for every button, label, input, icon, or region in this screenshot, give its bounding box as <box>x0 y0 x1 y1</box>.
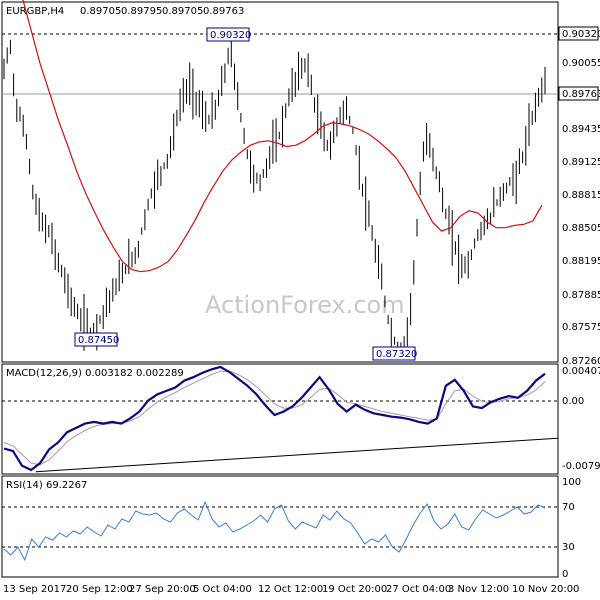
watermark: ActionForex.com <box>205 291 405 319</box>
moving-average-line <box>22 0 543 273</box>
price-tick-label: 0.88505 <box>562 223 600 234</box>
time-tick-label: 13 Sep 2017 <box>3 584 66 595</box>
macd-title: MACD(12,26,9) 0.003182 0.002289 <box>6 368 184 379</box>
price-tick-label: 0.89435 <box>562 124 600 135</box>
macd-line <box>3 365 546 472</box>
rsi-tick-label: 30 <box>562 542 575 553</box>
macd-trendline <box>35 437 559 473</box>
time-tick-label: 10 Nov 20:00 <box>512 584 579 595</box>
price-axis: 0.90320 0.90055 0.89763 0.89435 0.89125 … <box>558 26 600 367</box>
price-tick-label: 0.87575 <box>562 322 600 333</box>
low-label-0: 0.87450 <box>74 332 119 347</box>
rsi-pane-frame <box>1 475 559 578</box>
macd-pane-frame <box>1 363 559 475</box>
low-label-1: 0.87320 <box>372 346 417 361</box>
svg-text:0.87450: 0.87450 <box>78 335 119 346</box>
current-price-tag <box>558 86 599 101</box>
price-tick-label: 0.90055 <box>562 58 600 69</box>
ohlc-close: 0.89763 <box>203 6 244 17</box>
time-tick-label: 27 Oct 04:00 <box>386 584 451 595</box>
ohlc-high: 0.89795 <box>121 6 162 17</box>
current-price-label: 0.89763 <box>562 89 600 100</box>
price-tick-label: 0.87885 <box>562 290 600 301</box>
price-tick-label: 0.88815 <box>562 190 600 201</box>
time-tick-label: 19 Oct 20:00 <box>322 584 387 595</box>
rsi-line <box>3 500 546 562</box>
time-axis: 13 Sep 2017 20 Sep 12:00 27 Sep 20:00 5 … <box>3 584 579 595</box>
time-tick-label: 12 Oct 12:00 <box>258 584 323 595</box>
price-pane-frame <box>1 1 559 363</box>
time-tick-label: 3 Nov 12:00 <box>448 584 509 595</box>
rsi-tick-label: 100 <box>562 477 581 488</box>
high-label: 0.90320 <box>206 27 251 42</box>
svg-text:0.90320: 0.90320 <box>210 30 251 41</box>
price-tick-label: 0.90320 <box>562 29 600 40</box>
macd-pane: MACD(12,26,9) 0.003182 0.002289 0.004076… <box>1 363 600 475</box>
price-tick-label: 0.88195 <box>562 256 600 267</box>
resistance-tag <box>558 26 599 41</box>
time-tick-label: 27 Sep 20:00 <box>129 584 196 595</box>
ohlc-low: 0.89705 <box>162 6 203 17</box>
rsi-pane: RSI(14) 69.2267 100 70 30 0 <box>1 475 581 580</box>
macd-tick-label: 0.004076 <box>562 366 600 377</box>
macd-tick-label: 0.00 <box>562 396 584 407</box>
rsi-tick-label: 0 <box>562 569 568 580</box>
macd-tick-label: -0.007956 <box>562 461 600 472</box>
macd-signal-line <box>3 370 546 466</box>
price-pane: EURGBP,H4 0.89705 0.89795 0.89705 0.8976… <box>1 0 600 367</box>
price-title: EURGBP,H4 <box>6 6 64 17</box>
price-bars <box>3 29 546 360</box>
rsi-title: RSI(14) 69.2267 <box>6 480 87 491</box>
rsi-tick-label: 70 <box>562 502 575 513</box>
ohlc-open: 0.89705 <box>80 6 121 17</box>
time-tick-label: 20 Sep 12:00 <box>66 584 133 595</box>
price-tick-label: 0.89125 <box>562 157 600 168</box>
svg-text:0.87320: 0.87320 <box>376 349 417 360</box>
time-tick-label: 5 Oct 04:00 <box>193 584 252 595</box>
price-tick-label: 0.87260 <box>562 356 600 367</box>
